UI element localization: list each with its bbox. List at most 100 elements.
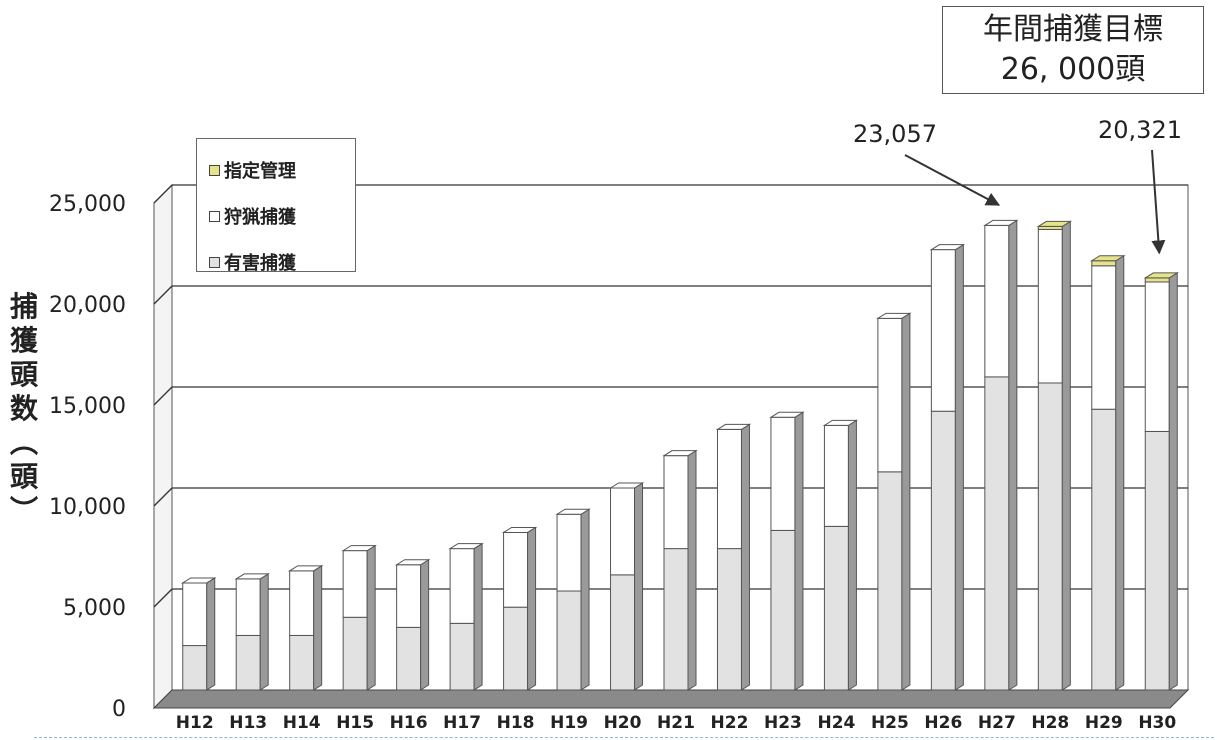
bar-segment-yugai — [877, 471, 903, 691]
bar-side — [259, 572, 269, 691]
bottom-dashed-rule — [34, 737, 1214, 738]
bar-side — [847, 419, 857, 691]
x-tick-label: H15 — [336, 713, 374, 733]
bar-side — [313, 564, 323, 691]
y-axis-title-char: 頭 — [9, 358, 38, 391]
x-tick-label: H14 — [283, 713, 321, 733]
bar-segment-shuryo — [289, 570, 315, 636]
gridline-side — [153, 285, 173, 305]
bar-side — [473, 542, 483, 691]
bar-top — [822, 419, 859, 426]
y-tick-label: 10,000 — [49, 495, 126, 520]
legend-swatch-shuryo — [209, 210, 220, 222]
bar-segment-yugai — [449, 622, 475, 691]
y-tick-label: 25,000 — [49, 192, 126, 217]
bar-side — [794, 411, 804, 691]
bar-top — [448, 543, 484, 550]
bar-segment-yugai — [556, 590, 582, 691]
x-tick-label: H29 — [1085, 713, 1123, 733]
bar-segment-yugai — [503, 606, 529, 691]
gridline-side — [153, 184, 173, 204]
bar-segment-shuryo — [663, 455, 689, 550]
bar-top — [715, 423, 752, 430]
bar-side — [1115, 254, 1125, 691]
bar-segment-shuryo — [1037, 228, 1063, 384]
x-tick-label: H12 — [176, 713, 214, 733]
floor — [152, 689, 1190, 709]
bar-segment-shuryo — [235, 578, 261, 636]
bar-top — [341, 545, 377, 552]
bar-top — [662, 450, 698, 457]
bar-segment-yugai — [182, 645, 208, 691]
x-tick-label: H26 — [924, 713, 962, 733]
bar-top — [876, 312, 912, 319]
bar-segment-shitei — [1144, 277, 1170, 283]
annotation-arrow — [1151, 149, 1166, 255]
bar-side — [1008, 219, 1018, 691]
bar-segment-shuryo — [556, 513, 582, 592]
bar-segment-shuryo — [716, 428, 742, 550]
bar-segment-shuryo — [610, 487, 636, 576]
bar-side — [366, 544, 376, 691]
bar-side — [527, 526, 537, 691]
x-tick-label: H20 — [604, 713, 642, 733]
bar-side — [634, 482, 644, 691]
bar-top — [983, 219, 1019, 226]
bar-segment-shuryo — [984, 224, 1010, 378]
bar-segment-shuryo — [503, 531, 529, 608]
bar-top — [1036, 220, 1073, 227]
bar-side — [206, 577, 216, 691]
legend-swatch-yugai — [209, 256, 220, 268]
bar-segment-yugai — [289, 634, 315, 691]
legend-item-shuryo: 狩猟捕獲 — [209, 193, 355, 239]
y-axis-title-char: 数 — [9, 392, 38, 425]
legend-item-yugai: 有害捕獲 — [209, 239, 355, 285]
x-tick-label: H30 — [1138, 713, 1176, 733]
annual-target-box: 年間捕獲目標 26, 000頭 — [942, 6, 1204, 94]
bar-segment-yugai — [716, 548, 742, 691]
left-wall — [153, 183, 173, 710]
y-axis-title-char: 獲 — [9, 324, 38, 357]
bar-segment-shuryo — [877, 317, 903, 473]
bar-top — [929, 244, 966, 251]
bar-top — [287, 565, 324, 572]
bar-segment-yugai — [610, 574, 636, 691]
x-tick-label: H17 — [443, 713, 481, 733]
bar-top — [555, 508, 591, 515]
gridline-side — [153, 487, 173, 507]
gridline-side — [153, 386, 173, 406]
bar-top — [501, 526, 538, 533]
bar-segment-shuryo — [1144, 281, 1170, 432]
x-tick-label: H19 — [550, 713, 588, 733]
bar-top — [1090, 255, 1126, 262]
bar-top — [234, 573, 270, 580]
bar-segment-shuryo — [449, 548, 475, 624]
bar-top — [180, 577, 217, 584]
gridline-side — [153, 588, 173, 608]
bar-segment-yugai — [1144, 430, 1170, 691]
legend-item-shitei: 指定管理 — [209, 147, 355, 193]
bar-side — [740, 423, 750, 691]
bar-segment-yugai — [823, 525, 849, 691]
annotation-arrow — [904, 154, 1001, 206]
bar-segment-shuryo — [342, 550, 368, 618]
y-tick-label: 5,000 — [63, 596, 126, 621]
bar-top — [394, 559, 431, 566]
y-tick-label: 20,000 — [49, 293, 126, 318]
x-tick-label: H23 — [764, 713, 802, 733]
bar-side — [687, 449, 697, 691]
x-tick-label: H13 — [229, 713, 267, 733]
bar-segment-yugai — [1091, 408, 1117, 691]
legend-swatch-shitei — [209, 164, 220, 176]
bar-side — [420, 558, 430, 691]
x-tick-label: H21 — [657, 713, 695, 733]
bar-segment-yugai — [342, 616, 368, 691]
legend: 指定管理 狩猟捕獲 有害捕獲 — [196, 138, 356, 274]
bar-segment-yugai — [770, 529, 796, 691]
y-axis-title-char: 捕 — [9, 290, 38, 323]
bar-segment-shuryo — [930, 249, 956, 412]
bar-segment-yugai — [235, 634, 261, 691]
y-axis-title-char: ︵ — [9, 426, 38, 459]
bar-segment-yugai — [396, 626, 422, 691]
